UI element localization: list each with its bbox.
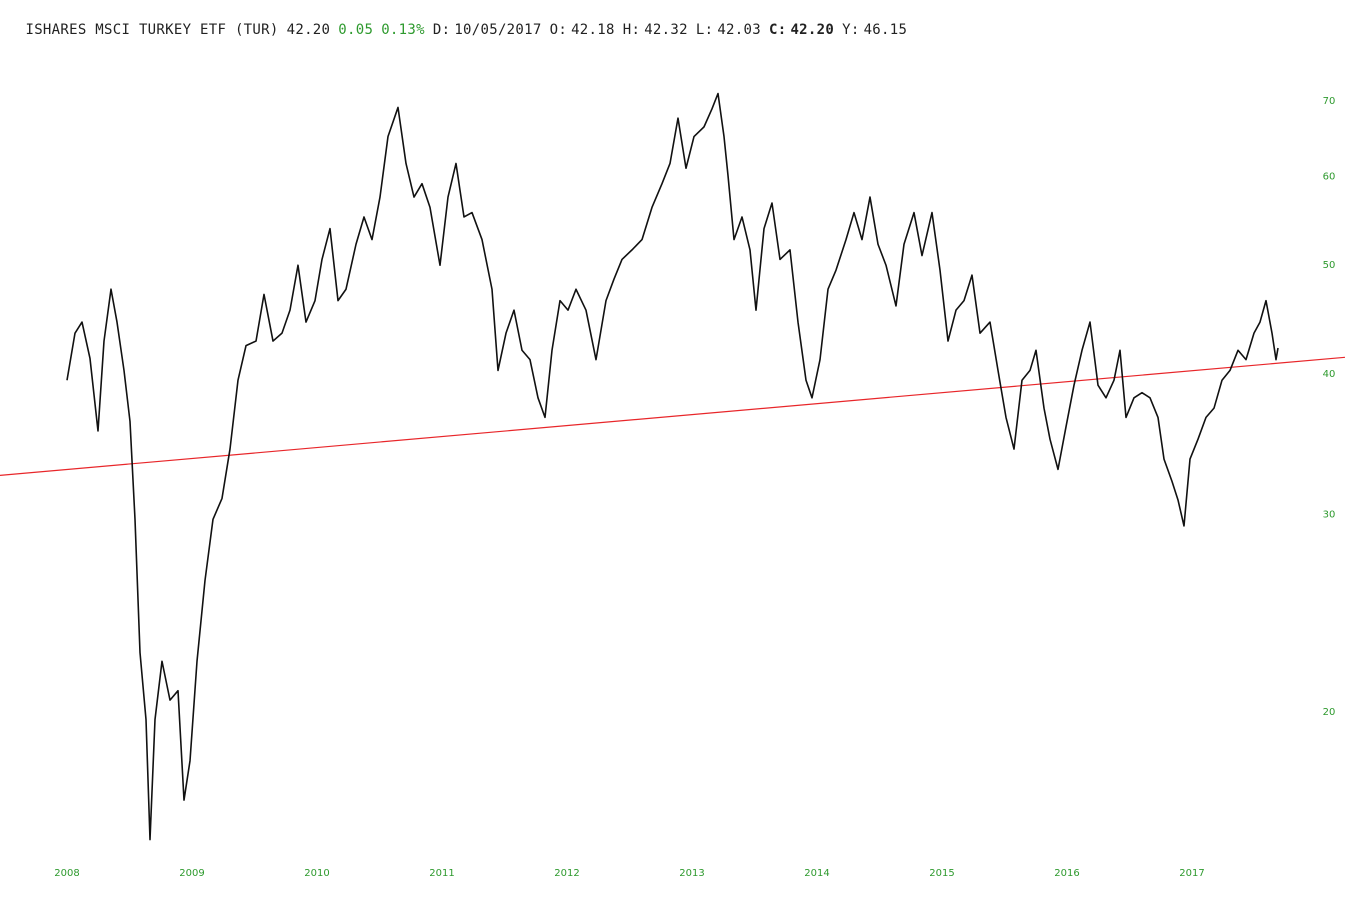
y-tick-label: 60 — [1323, 171, 1336, 182]
x-tick-label: 2016 — [1054, 868, 1079, 879]
quote-label: O: — [549, 22, 568, 38]
price-line — [66, 92, 1279, 841]
quote-fields: D: 10/05/2017 O: 42.18 H: 42.32 L: 42.03 C: 42.20… — [433, 22, 915, 38]
x-tick-label: 2008 — [54, 868, 79, 879]
x-tick-label: 2011 — [429, 868, 454, 879]
quote-field: O: 42.18 — [550, 22, 615, 38]
quote-value: 10/05/2017 — [454, 22, 542, 38]
quote-field: Y: 46.15 — [842, 22, 907, 38]
last-price: 42.20 — [286, 22, 331, 38]
quote-label: H: — [622, 22, 641, 38]
x-tick-label: 2010 — [304, 868, 329, 879]
x-tick-label: 2014 — [804, 868, 829, 879]
x-tick-label: 2009 — [179, 868, 204, 879]
quote-label: Y: — [842, 22, 860, 38]
y-tick-label: 30 — [1323, 509, 1336, 520]
x-tick-label: 2015 — [929, 868, 954, 879]
quote-field: L: 42.03 — [696, 22, 761, 38]
quote-field: D: 10/05/2017 — [433, 22, 542, 38]
quote-label: D: — [432, 22, 451, 38]
x-tick-label: 2013 — [679, 868, 704, 879]
quote-value: 42.20 — [790, 22, 835, 38]
price-change-pct: 0.13% — [381, 22, 425, 38]
x-tick-label: 2012 — [554, 868, 579, 879]
y-tick-label: 40 — [1323, 369, 1336, 380]
quote-value: 42.03 — [717, 22, 761, 38]
quote-header: ISHARES MSCI TURKEY ETF (TUR) 42.20 0.05 0.… — [8, 6, 923, 38]
quote-value: 42.32 — [644, 22, 688, 38]
quote-label: C: — [768, 22, 787, 38]
quote-value: 42.18 — [571, 22, 615, 38]
quote-value: 46.15 — [863, 22, 908, 38]
y-tick-label: 50 — [1323, 260, 1336, 271]
quote-field: C: 42.20 — [769, 22, 834, 38]
symbol-title: ISHARES MSCI TURKEY ETF (TUR) — [25, 22, 279, 38]
quote-field: H: 42.32 — [623, 22, 688, 38]
x-tick-label: 2017 — [1179, 868, 1204, 879]
price-change: 0.05 — [338, 22, 374, 38]
y-tick-label: 70 — [1323, 96, 1336, 107]
y-tick-label: 20 — [1323, 707, 1336, 718]
trend-line — [0, 356, 1345, 476]
quote-label: L: — [695, 22, 714, 38]
